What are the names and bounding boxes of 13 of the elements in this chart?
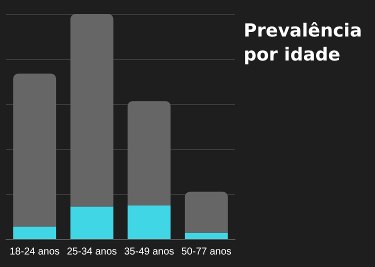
bar [70,206,114,239]
bar [128,101,171,206]
bar [13,226,56,239]
x-tick-label: 18-24 anos [10,246,60,258]
bar [184,232,228,239]
text: Prevalência por idade [244,20,362,66]
bar [184,192,228,233]
x-tick-label: 25-34 anos [66,246,117,258]
x-tick-label: 50-77 anos [181,246,232,258]
x-tick-label: 35-49 anos [124,246,174,258]
bar [128,205,171,239]
bar [70,14,114,207]
bar [13,74,56,227]
